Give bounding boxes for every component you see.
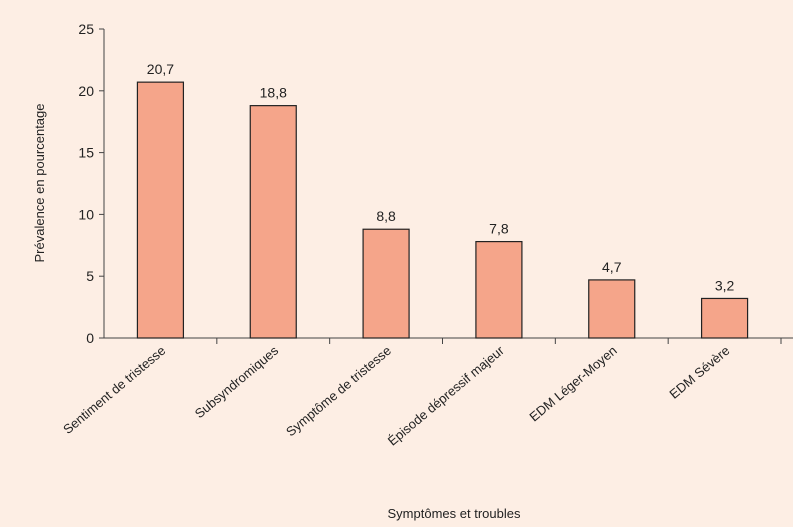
x-axis-title: Symptômes et troubles [388,506,521,521]
bar [249,105,297,339]
y-tick-label: 15 [78,145,94,161]
y-tick-label: 0 [86,330,94,346]
bar-value-label: 18,8 [260,85,287,101]
y-tick-label: 20 [78,83,94,99]
bar [136,81,185,339]
y-tick-label: 25 [78,21,94,37]
bar [362,228,410,339]
bar [588,279,636,339]
bar [475,240,523,339]
y-axis-title: Prévalence en pourcentage [32,103,47,262]
bar [700,297,749,339]
bar-value-label: 8,8 [376,208,396,224]
bar-value-label: 20,7 [147,61,174,77]
bar-value-label: 4,7 [602,259,622,275]
y-tick-label: 5 [86,268,94,284]
y-tick-label: 10 [78,206,94,222]
bar-value-label: 7,8 [489,221,509,237]
bar-value-label: 3,2 [715,277,735,293]
